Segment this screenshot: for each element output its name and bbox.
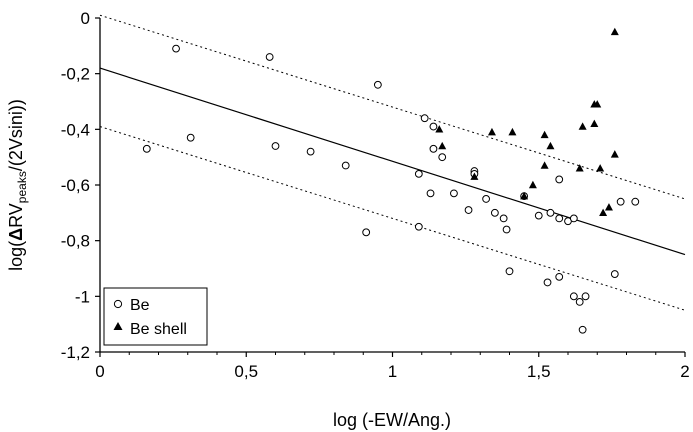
legend-box: [103, 287, 208, 346]
x-axis-title: log (-EW/Ang.): [333, 410, 451, 430]
delta-symbol: Δ: [6, 228, 26, 241]
be-point: [534, 211, 543, 220]
be-shell-point: [546, 141, 555, 150]
be-point: [499, 214, 508, 223]
be-point: [482, 195, 491, 203]
be-shell-point: [610, 150, 619, 158]
be-point: [546, 208, 555, 217]
y-tick-label: -0,6: [61, 176, 90, 195]
be-shell-point: [487, 127, 496, 136]
be-shell-point: [438, 141, 447, 150]
be-point: [502, 225, 511, 234]
be-shell-point: [435, 125, 444, 133]
x-tick-label: 1,5: [527, 362, 551, 381]
be-shell-point: [508, 127, 517, 136]
be-point: [464, 206, 473, 214]
be-point: [341, 161, 350, 170]
legend-be-shell-marker: [113, 322, 123, 330]
y-tick-label: -0,2: [61, 65, 90, 84]
be-shell-point: [596, 164, 605, 172]
y-axis-title-prefix: log(: [6, 241, 26, 271]
be-point: [265, 53, 274, 61]
be-point: [426, 189, 435, 198]
be-point: [490, 208, 499, 217]
be-point: [543, 278, 552, 287]
be-shell-point: [610, 27, 619, 36]
be-shell-point: [470, 172, 479, 180]
be-point: [142, 144, 151, 153]
envelope-line: [99, 14, 686, 200]
be-point: [172, 44, 180, 53]
data-points: [142, 27, 640, 334]
be-point: [555, 214, 564, 223]
be-point: [555, 272, 564, 281]
be-shell-point: [593, 100, 602, 108]
be-shell-point: [604, 203, 613, 211]
be-shell-point: [590, 119, 599, 127]
x-tick-label: 2: [680, 362, 689, 381]
be-point: [450, 189, 458, 198]
be-point: [581, 292, 590, 301]
be-point: [414, 169, 423, 178]
be-shell-point: [540, 130, 549, 139]
x-tick-label: 1: [388, 362, 397, 381]
be-point: [610, 270, 619, 278]
x-axis-ticks: 0 0,5 1 1,5 2: [95, 352, 690, 381]
y-axis-title: log(ΔRVpeaks/(2Vsini)): [6, 99, 29, 271]
be-point: [575, 298, 584, 306]
be-point: [429, 144, 438, 153]
be-point: [420, 114, 429, 123]
legend: Be Be shell: [103, 287, 208, 346]
y-tick-label: -0,4: [61, 120, 90, 139]
be-point: [373, 80, 382, 89]
y-axis-title-suffix: /(2Vsini)): [6, 99, 26, 171]
y-tick-label: 0: [81, 9, 90, 28]
be-point: [631, 197, 640, 206]
be-point: [429, 122, 438, 131]
be-point: [362, 228, 371, 237]
y-axis-title-rv: RV: [6, 203, 26, 228]
legend-be-shell-label: Be shell: [130, 321, 187, 338]
x-tick-label: 0: [95, 362, 104, 381]
be-shell-point: [575, 164, 584, 172]
be-shell-point: [540, 161, 549, 169]
y-tick-label: -1: [75, 287, 90, 306]
be-shell-point: [528, 180, 537, 189]
be-point: [271, 142, 280, 150]
be-point: [578, 325, 587, 334]
legend-be-marker: [113, 299, 123, 309]
be-shell-point: [599, 208, 608, 217]
x-tick-label: 0,5: [234, 362, 258, 381]
be-shell-point: [578, 122, 587, 130]
be-point: [569, 292, 578, 301]
be-point: [414, 222, 423, 231]
be-shell-point: [520, 191, 529, 200]
y-axis-title-subscript: peaks: [15, 171, 29, 203]
be-point: [616, 197, 625, 206]
fit-lines: [99, 14, 686, 311]
be-point: [555, 175, 564, 184]
legend-be-label: Be: [130, 297, 150, 314]
y-tick-label: -0,8: [61, 232, 90, 251]
be-point: [306, 147, 315, 156]
be-point: [569, 214, 578, 223]
regression-line: [99, 67, 686, 256]
y-axis-ticks: 0 -0,2 -0,4 -0,6 -0,8 -1 -1,2: [61, 9, 100, 362]
be-point: [186, 133, 195, 142]
be-point: [438, 153, 447, 162]
envelope-line: [99, 126, 686, 311]
y-tick-label: -1,2: [61, 343, 90, 362]
be-point: [505, 267, 514, 276]
